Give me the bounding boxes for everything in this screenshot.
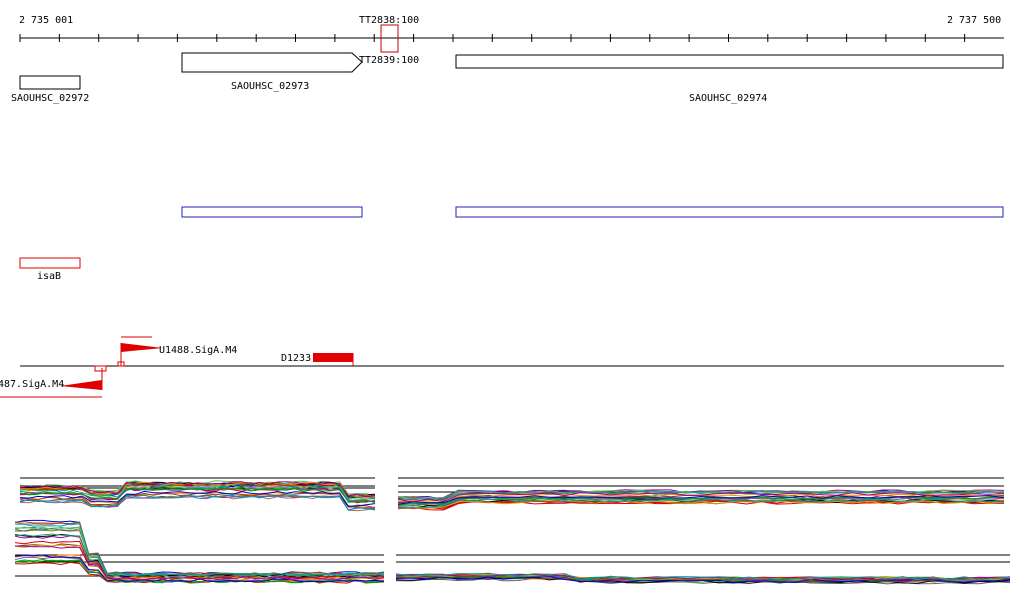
gene-label-02973: SAOUHSC_02973 (231, 81, 309, 92)
marker-box[interactable] (380, 24, 399, 53)
profile-line (19, 490, 376, 507)
gene-label-02972: SAOUHSC_02972 (11, 93, 89, 104)
promoter-2-flag[interactable] (60, 380, 102, 390)
terminator-d1233[interactable] (313, 353, 353, 362)
blue-feature-2[interactable] (455, 206, 1004, 218)
promoter-2-label: 487.SigA.M4 (0, 379, 64, 390)
profile-line (19, 481, 376, 498)
ruler-start-label: 2 735 001 (19, 15, 73, 26)
ruler-ticks (19, 34, 966, 42)
promoter-1-label: U1488.SigA.M4 (159, 345, 237, 356)
profile-line (395, 573, 1011, 581)
expression-panel-bottom-right (395, 554, 1011, 585)
expression-panel-top-right (397, 477, 1005, 511)
profile-line (14, 521, 385, 576)
terminator-label: D1233 (281, 353, 311, 364)
promoter-1-flag[interactable] (121, 343, 163, 352)
profile-line (19, 483, 376, 499)
profile-line (397, 498, 1005, 509)
gene-saouhsc-02974[interactable] (455, 54, 1004, 69)
ruler-end-label: 2 737 500 (947, 15, 1001, 26)
profile-line (14, 554, 385, 583)
profile-line (395, 576, 1011, 584)
expression-panel-top-left (19, 477, 376, 512)
profile-line (15, 526, 385, 577)
expression-profiles (14, 477, 1011, 585)
profile-line (14, 523, 385, 577)
expression-panel-bottom-left (14, 519, 385, 584)
profile-line (397, 495, 1005, 505)
promoter-2-site (94, 365, 107, 372)
coordinate-ruler: 2 735 001 2 737 500 (19, 15, 1004, 42)
profile-line (14, 533, 385, 578)
promoter-1-site (117, 361, 125, 367)
profile-line (19, 481, 376, 497)
profile-line (14, 526, 385, 577)
profile-line (397, 490, 1005, 501)
gene-label-02974: SAOUHSC_02974 (689, 93, 767, 104)
blue-feature-1[interactable] (181, 206, 363, 218)
marker-label-bottom: TT2839:100 (359, 55, 419, 66)
marker-label-top: TT2838:100 (359, 15, 419, 26)
profile-line (19, 487, 376, 504)
rna-feature-isab[interactable] (19, 257, 81, 269)
profile-line (14, 533, 385, 579)
gene-saouhsc-02972[interactable] (19, 75, 81, 90)
gene-track: SAOUHSC_02972 SAOUHSC_02973 SAOUHSC_0297… (11, 52, 1004, 104)
regulatory-track: U1488.SigA.M4 487.SigA.M4 D1233 (0, 336, 1004, 398)
rna-feature-label: isaB (37, 271, 61, 282)
profile-line (397, 492, 1005, 503)
profile-line (14, 521, 385, 576)
gene-saouhsc-02973-arrow[interactable] (181, 52, 363, 73)
blue-feature-track (181, 206, 1004, 218)
position-marker[interactable]: TT2838:100 TT2839:100 (359, 15, 419, 66)
rna-track: isaB (19, 257, 81, 282)
profile-line (19, 494, 376, 511)
profile-line (14, 545, 385, 581)
profile-line (397, 500, 1005, 509)
